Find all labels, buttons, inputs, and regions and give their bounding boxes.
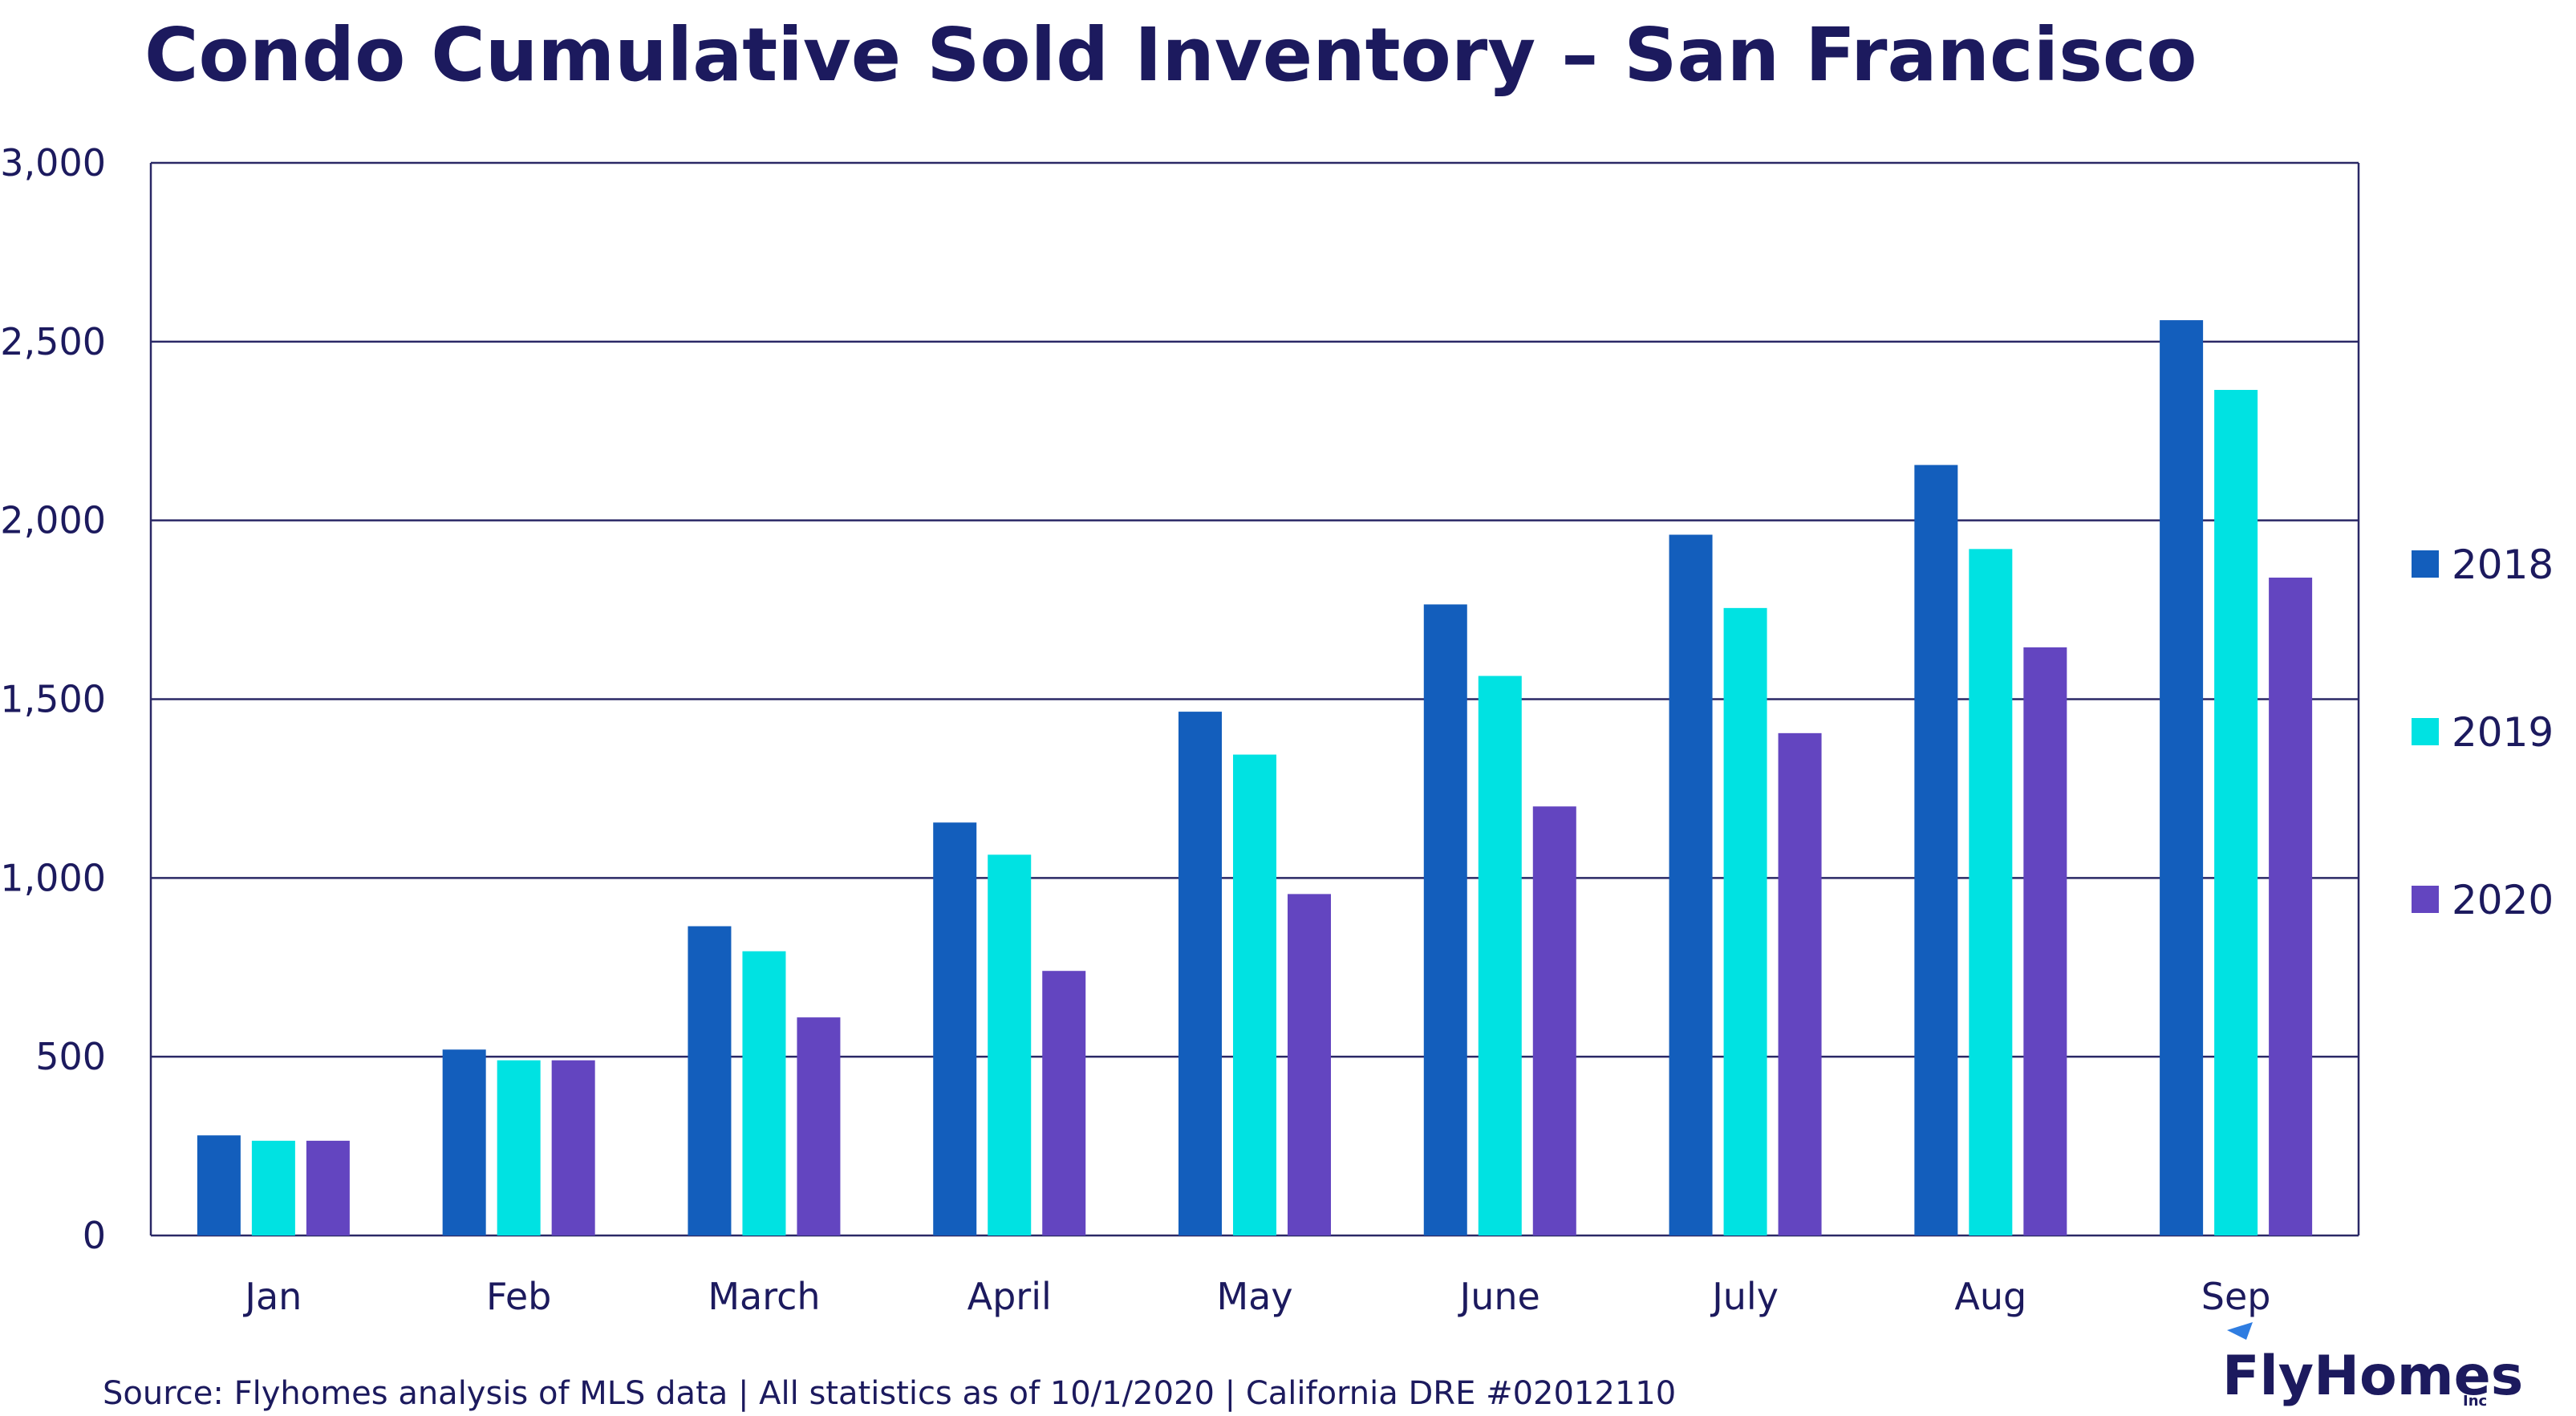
legend-label-2019: 2019 — [2452, 709, 2554, 756]
logo-suffix: Inc — [2463, 1393, 2487, 1410]
logo-roof-icon — [2227, 1322, 2253, 1340]
legend-swatch-2018 — [2412, 550, 2439, 578]
x-tick-label: April — [968, 1275, 1052, 1318]
bar-2020-april — [1042, 971, 1086, 1235]
y-tick-label: 0 — [83, 1214, 106, 1257]
bar-2019-may — [1233, 754, 1276, 1235]
x-tick-label: Jan — [242, 1275, 302, 1318]
bar-2019-june — [1478, 676, 1522, 1235]
chart-title: Condo Cumulative Sold Inventory – San Fr… — [144, 12, 2197, 98]
x-axis-labels: Jan Feb March April May June July Aug Sep — [242, 1275, 2270, 1318]
flyhomes-logo: FlyHomes Inc — [2222, 1322, 2523, 1410]
bar-2019-aug — [1969, 549, 2013, 1235]
source-note: Source: Flyhomes analysis of MLS data | … — [103, 1375, 1676, 1412]
bar-2018-jan — [197, 1135, 241, 1235]
bar-2020-july — [1778, 732, 1822, 1235]
x-tick-label: Sep — [2201, 1275, 2271, 1318]
bar-2020-may — [1288, 894, 1331, 1235]
bar-2018-june — [1423, 604, 1467, 1235]
bar-2018-july — [1669, 534, 1713, 1235]
bar-2019-july — [1723, 607, 1767, 1235]
bar-2020-march — [797, 1017, 841, 1235]
bar-2018-aug — [1914, 465, 1958, 1235]
bar-2019-feb — [497, 1060, 541, 1235]
legend-label-2018: 2018 — [2452, 542, 2554, 588]
bars — [197, 320, 2313, 1236]
bar-2018-march — [688, 926, 732, 1235]
x-tick-label: Feb — [486, 1275, 551, 1318]
y-tick-label: 2,000 — [0, 499, 106, 542]
bar-2018-feb — [442, 1049, 486, 1235]
y-axis-ticks: 0 500 1,000 1,500 2,000 2,500 3,000 — [0, 141, 106, 1257]
bar-2020-sep — [2269, 577, 2313, 1235]
legend: 2018 2019 2020 — [2412, 542, 2554, 923]
y-tick-label: 1,500 — [0, 678, 106, 721]
x-tick-label: July — [1710, 1275, 1779, 1318]
bar-2020-feb — [551, 1060, 595, 1235]
legend-label-2020: 2020 — [2452, 877, 2554, 923]
bar-2019-march — [742, 951, 786, 1235]
bar-2020-jan — [306, 1140, 350, 1235]
x-tick-label: June — [1458, 1275, 1540, 1318]
logo-wordmark: FlyHomes — [2222, 1345, 2523, 1408]
legend-swatch-2019 — [2412, 718, 2439, 745]
y-tick-label: 2,500 — [0, 320, 106, 363]
bar-2020-june — [1532, 806, 1576, 1235]
x-tick-label: March — [708, 1275, 820, 1318]
y-tick-label: 1,000 — [0, 856, 106, 899]
y-tick-label: 500 — [35, 1035, 106, 1078]
bar-2018-may — [1178, 712, 1222, 1235]
bar-2018-sep — [2160, 320, 2204, 1236]
bar-2018-april — [933, 822, 977, 1235]
bar-2020-aug — [2023, 647, 2067, 1235]
x-tick-label: Aug — [1954, 1275, 2026, 1318]
bar-2019-sep — [2214, 389, 2258, 1236]
y-tick-label: 3,000 — [0, 141, 106, 185]
legend-swatch-2020 — [2412, 886, 2439, 913]
x-tick-label: May — [1216, 1275, 1292, 1318]
bar-2019-april — [988, 854, 1032, 1235]
bar-2019-jan — [251, 1140, 295, 1235]
